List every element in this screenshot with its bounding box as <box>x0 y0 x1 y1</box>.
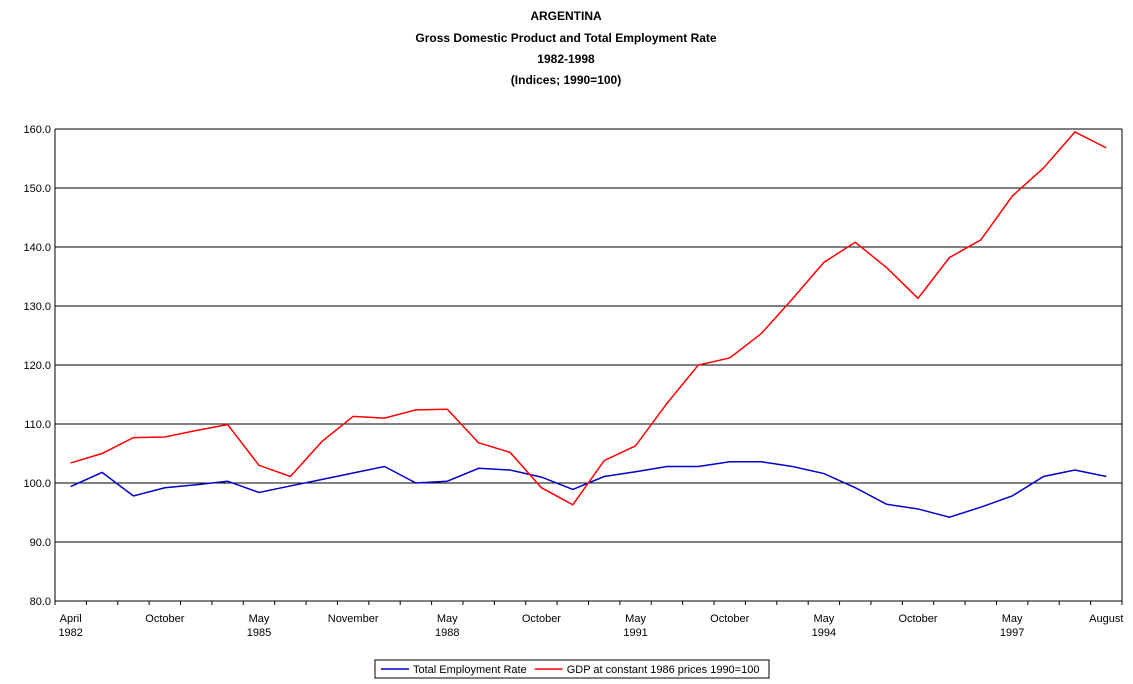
chart-subtitle: (Indices; 1990=100) <box>511 73 621 87</box>
x-tick-label: 1997 <box>1000 627 1024 639</box>
legend-label: GDP at constant 1986 prices 1990=100 <box>567 664 760 676</box>
y-tick-label: 100.0 <box>23 478 51 490</box>
x-tick-label: November <box>328 613 379 625</box>
x-tick-label: May <box>249 613 270 625</box>
x-tick-label: May <box>625 613 646 625</box>
chart-subtitle: 1982-1998 <box>537 52 595 66</box>
x-tick-label: May <box>437 613 458 625</box>
x-tick-label: May <box>1002 613 1023 625</box>
series-line <box>70 131 1107 506</box>
y-tick-label: 80.0 <box>30 596 51 608</box>
x-tick-label: 1982 <box>58 627 82 639</box>
y-tick-label: 130.0 <box>23 301 51 313</box>
x-tick-label: October <box>898 613 937 625</box>
x-tick-label: October <box>145 613 184 625</box>
x-tick-label: August <box>1089 613 1123 625</box>
chart-title: ARGENTINA <box>530 9 602 23</box>
x-tick-label: 1994 <box>812 627 836 639</box>
x-tick-label: 1991 <box>623 627 647 639</box>
x-tick-label: October <box>522 613 561 625</box>
y-tick-label: 150.0 <box>23 183 51 195</box>
series-line <box>70 461 1107 519</box>
y-tick-label: 110.0 <box>24 419 51 431</box>
x-tick-label: October <box>710 613 749 625</box>
x-tick-label: April <box>60 613 82 625</box>
y-tick-label: 90.0 <box>30 537 51 549</box>
legend-box <box>374 659 770 679</box>
x-tick-label: 1985 <box>247 627 271 639</box>
x-tick-label: May <box>813 613 834 625</box>
y-tick-label: 120.0 <box>23 360 51 372</box>
chart-subtitle: Gross Domestic Product and Total Employm… <box>415 31 716 45</box>
legend-label: Total Employment Rate <box>413 664 527 676</box>
y-tick-label: 140.0 <box>23 242 51 254</box>
y-tick-label: 160.0 <box>23 124 51 136</box>
x-tick-label: 1988 <box>435 627 459 639</box>
